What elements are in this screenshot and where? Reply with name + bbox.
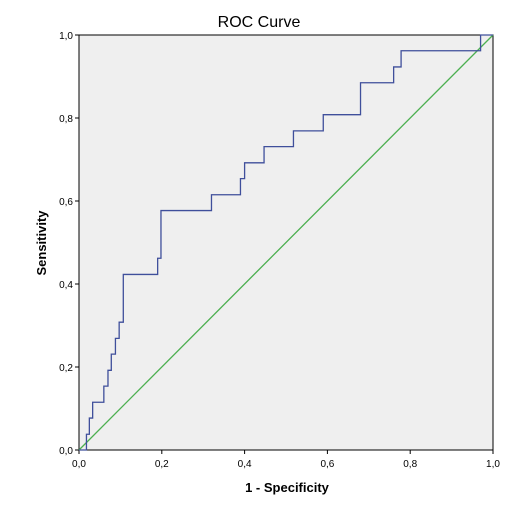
x-axis-label: 1 - Specificity	[245, 480, 330, 495]
y-tick-label: 0,0	[59, 446, 73, 457]
y-tick-label: 0,8	[59, 114, 73, 125]
series-layer	[78, 34, 494, 451]
y-tick-label: 0,4	[59, 280, 73, 291]
y-tick-label: 0,2	[59, 363, 73, 374]
y-tick-label: 1,0	[59, 31, 73, 42]
x-tick-label: 0,8	[403, 459, 417, 470]
chart-title: ROC Curve	[218, 14, 301, 31]
y-tick-label: 0,6	[59, 197, 73, 208]
roc-curve-line	[79, 34, 493, 451]
x-tick-label: 0,4	[238, 459, 252, 470]
x-tick-label: 0,2	[155, 459, 169, 470]
y-axis-label: Sensitivity	[34, 210, 49, 276]
reference-diagonal-line	[78, 34, 494, 451]
x-tick-label: 0,6	[320, 459, 334, 470]
x-tick-label: 1,0	[486, 459, 500, 470]
x-tick-label: 0,0	[72, 459, 86, 470]
axis-ticks: 0,0 0,2 0,4 0,6 0,8 1,0 0,0 0,2 0,4 0,6 0,8 1,0	[59, 31, 500, 470]
